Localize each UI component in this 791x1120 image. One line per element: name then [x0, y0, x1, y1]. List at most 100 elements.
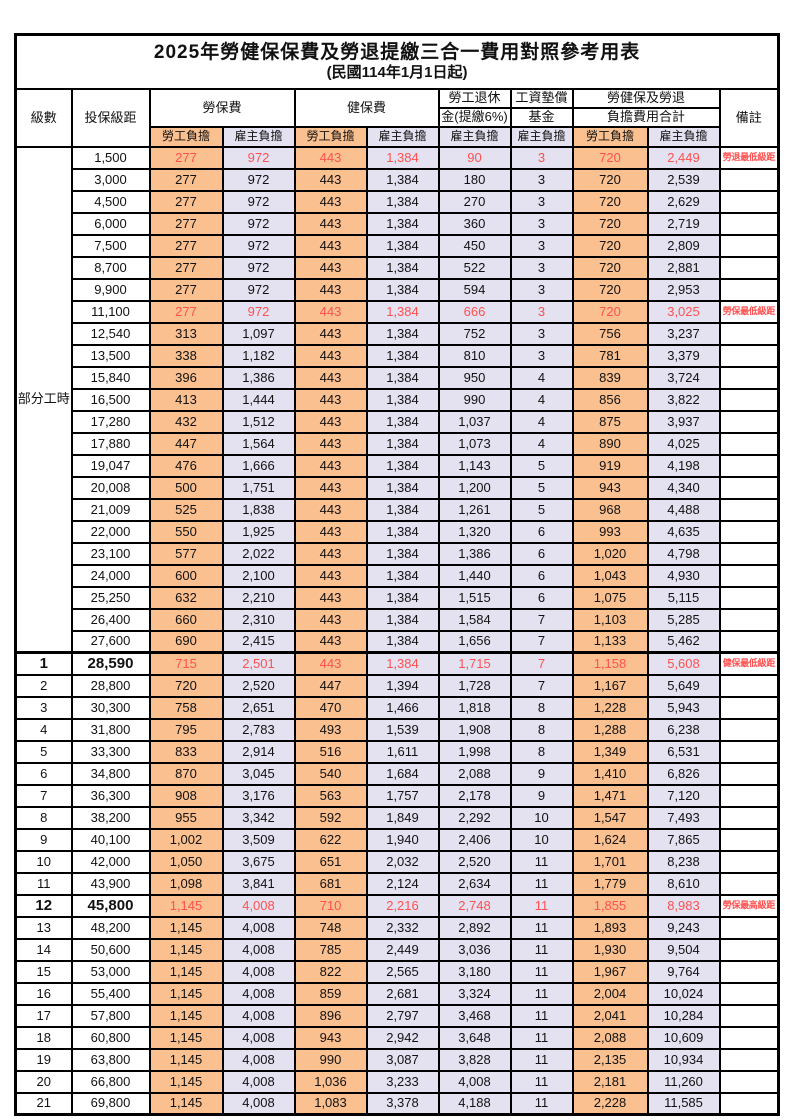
value-cell: 720 [148, 673, 224, 698]
value-cell: 2,088 [437, 761, 512, 786]
table-row: 10 42,000 1,050 3,675 651 2,032 2,520 11 1,701 8,… [14, 849, 780, 874]
value-cell: 1,075 [571, 585, 649, 610]
bracket-cell: 24,000 [70, 563, 151, 588]
value-cell: 2,449 [365, 937, 440, 962]
value-cell: 785 [293, 937, 368, 962]
value-cell: 1,036 [293, 1069, 368, 1094]
value-cell: 8 [509, 739, 574, 764]
level-cell: 7 [14, 783, 73, 808]
value-cell: 7,493 [646, 805, 721, 830]
value-cell: 8 [509, 695, 574, 720]
remark-cell [718, 1091, 780, 1116]
value-cell: 2,520 [437, 849, 512, 874]
table-row: 23,100 577 2,022 443 1,384 1,386 6 1,020 4,798 [16, 541, 780, 566]
value-cell: 1,133 [571, 629, 649, 654]
table-row: 8,700 277 972 443 1,384 522 3 720 2,881 [16, 255, 780, 280]
value-cell: 443 [293, 365, 368, 390]
value-cell: 2,228 [571, 1091, 649, 1116]
table-row: 17,880 447 1,564 443 1,384 1,073 4 890 4,025 [16, 431, 780, 456]
remark-cell [718, 431, 780, 456]
bracket-cell: 40,100 [70, 827, 151, 852]
table-row: 18 60,800 1,145 4,008 943 2,942 3,648 11 2,088 10… [14, 1025, 780, 1050]
bracket-cell: 12,540 [70, 321, 151, 346]
value-cell: 5,462 [646, 629, 721, 654]
value-cell: 500 [148, 475, 224, 500]
col-header-health-insurance: 健保費 [293, 87, 440, 128]
value-cell: 1,940 [365, 827, 440, 852]
value-cell: 5,943 [646, 695, 721, 720]
value-cell: 710 [293, 893, 368, 918]
value-cell: 3,233 [365, 1069, 440, 1094]
bracket-cell: 57,800 [70, 1003, 151, 1028]
table-row: 11 43,900 1,098 3,841 681 2,124 2,634 11 1,779 8,… [14, 871, 780, 896]
value-cell: 2,032 [365, 849, 440, 874]
value-cell: 10,609 [646, 1025, 721, 1050]
value-cell: 1,539 [365, 717, 440, 742]
value-cell: 592 [293, 805, 368, 830]
value-cell: 3 [509, 211, 574, 236]
value-cell: 2,942 [365, 1025, 440, 1050]
level-cell: 13 [14, 915, 73, 940]
value-cell: 11,260 [646, 1069, 721, 1094]
value-cell: 5,649 [646, 673, 721, 698]
value-cell: 720 [571, 189, 649, 214]
remark-cell: 勞保最低級距 [718, 299, 780, 324]
level-cell: 14 [14, 937, 73, 962]
level-cell: 5 [14, 739, 73, 764]
value-cell: 3,828 [437, 1047, 512, 1072]
value-cell: 990 [293, 1047, 368, 1072]
value-cell: 1,145 [148, 981, 224, 1006]
value-cell: 11 [509, 1003, 574, 1028]
value-cell: 6,531 [646, 739, 721, 764]
value-cell: 443 [293, 145, 368, 170]
value-cell: 5,285 [646, 607, 721, 632]
value-cell: 277 [148, 211, 224, 236]
value-cell: 1,384 [365, 431, 440, 456]
value-cell: 2,178 [437, 783, 512, 808]
value-cell: 11 [509, 1047, 574, 1072]
value-cell: 4,008 [221, 959, 296, 984]
value-cell: 1,384 [365, 321, 440, 346]
value-cell: 313 [148, 321, 224, 346]
value-cell: 972 [221, 167, 296, 192]
value-cell: 715 [148, 651, 224, 676]
table-row: 7,500 277 972 443 1,384 450 3 720 2,809 [16, 233, 780, 258]
value-cell: 443 [293, 541, 368, 566]
bracket-cell: 6,000 [70, 211, 151, 236]
value-cell: 1,145 [148, 1003, 224, 1028]
level-cell: 2 [14, 673, 73, 698]
col-header-total-line1: 勞健保及勞退 [571, 87, 721, 109]
remark-cell [718, 497, 780, 522]
table-row: 8 38,200 955 3,342 592 1,849 2,292 10 1,547 7,493 [14, 805, 780, 830]
remark-cell [718, 695, 780, 720]
value-cell: 443 [293, 387, 368, 412]
level-cell: 4 [14, 717, 73, 742]
subheader-hi-employee: 勞工負擔 [293, 125, 368, 148]
remark-cell [718, 453, 780, 478]
remark-cell [718, 959, 780, 984]
value-cell: 11 [509, 871, 574, 896]
table-row: 19 63,800 1,145 4,008 990 3,087 3,828 11 2,135 10… [14, 1047, 780, 1072]
value-cell: 1,103 [571, 607, 649, 632]
value-cell: 443 [293, 519, 368, 544]
value-cell: 2,914 [221, 739, 296, 764]
value-cell: 443 [293, 475, 368, 500]
remark-cell: 健保最低級距 [718, 651, 780, 676]
value-cell: 1,384 [365, 167, 440, 192]
table-row: 6 34,800 870 3,045 540 1,684 2,088 9 1,410 6,826 [14, 761, 780, 786]
value-cell: 9,243 [646, 915, 721, 940]
value-cell: 4,008 [221, 1003, 296, 1028]
value-cell: 1,471 [571, 783, 649, 808]
bracket-cell: 17,280 [70, 409, 151, 434]
value-cell: 1,384 [365, 409, 440, 434]
table-row: 15,840 396 1,386 443 1,384 950 4 839 3,724 [16, 365, 780, 390]
value-cell: 950 [437, 365, 512, 390]
value-cell: 822 [293, 959, 368, 984]
remark-cell [718, 475, 780, 500]
table-row: 12 45,800 1,145 4,008 710 2,216 2,748 11 1,855 8,… [14, 893, 780, 918]
value-cell: 9,764 [646, 959, 721, 984]
value-cell: 8,610 [646, 871, 721, 896]
value-cell: 3 [509, 321, 574, 346]
value-cell: 6,826 [646, 761, 721, 786]
value-cell: 3,468 [437, 1003, 512, 1028]
